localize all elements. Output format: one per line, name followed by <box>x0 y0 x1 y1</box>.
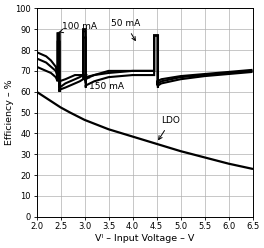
Text: 150 mA: 150 mA <box>83 75 124 91</box>
Text: LDO: LDO <box>159 116 180 140</box>
X-axis label: Vᴵ – Input Voltage – V: Vᴵ – Input Voltage – V <box>95 234 194 243</box>
Y-axis label: Efficiency – %: Efficiency – % <box>5 80 14 145</box>
Text: 100 mA: 100 mA <box>59 22 97 33</box>
Text: 50 mA: 50 mA <box>111 20 140 40</box>
